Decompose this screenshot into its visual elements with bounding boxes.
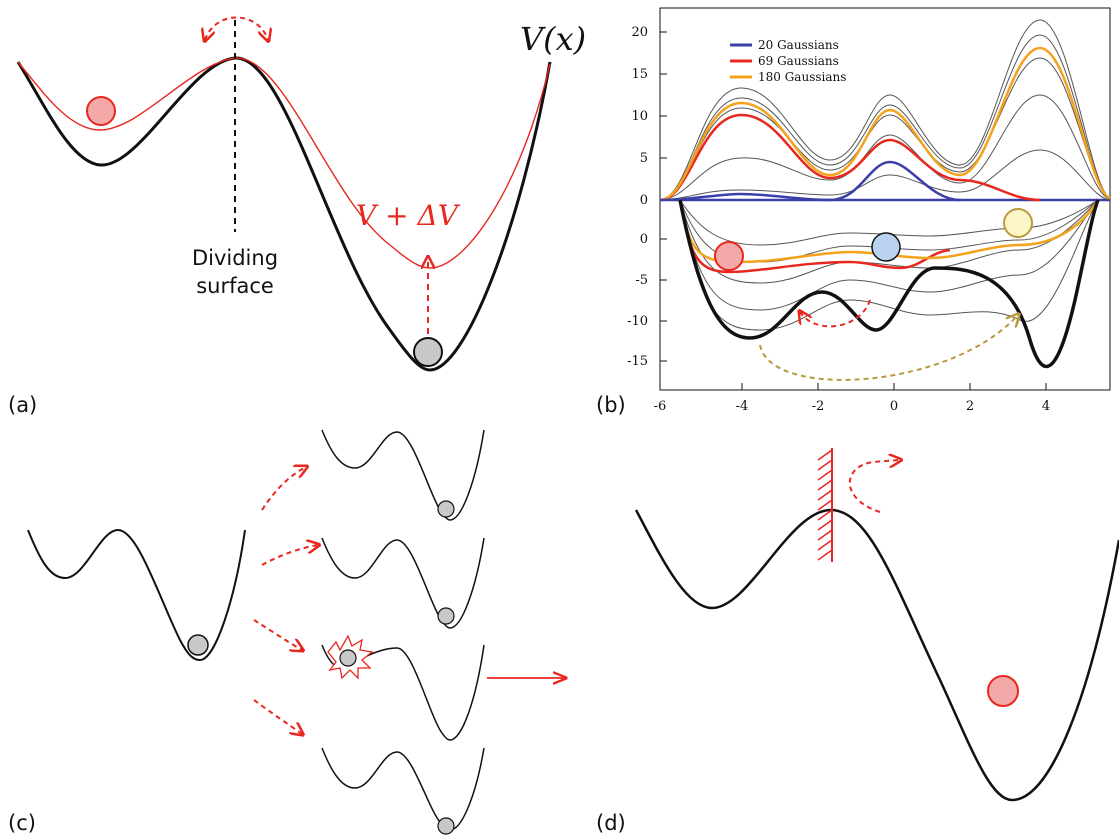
legend-180: 180 Gaussians (758, 70, 846, 84)
red-particle (86, 96, 116, 126)
wall-hatching (817, 449, 833, 561)
svg-text:0: 0 (640, 232, 648, 247)
hop-arrow-red (800, 299, 871, 328)
svg-text:0: 0 (890, 399, 898, 414)
biased-potential-label: V + ΔV (356, 199, 461, 232)
panel-d: (d) (596, 448, 1119, 835)
replica-arrow-2 (261, 545, 318, 566)
legend: 20 Gaussians 69 Gaussians 180 Gaussians (730, 38, 846, 84)
bias-20-upper (659, 160, 961, 202)
svg-text:-6: -6 (654, 399, 667, 414)
panel-a-label: (a) (8, 393, 37, 417)
replica-particle-3 (339, 649, 357, 667)
y-ticks: 20 15 10 5 0 0 -5 -10 -15 (627, 25, 667, 369)
legend-20: 20 Gaussians (758, 38, 839, 52)
biased-69-lower (678, 199, 951, 274)
svg-text:-2: -2 (812, 399, 825, 414)
source-well (27, 528, 246, 662)
svg-text:2: 2 (966, 399, 974, 414)
bias-curves-upper (659, 19, 1111, 201)
biased-curves-lower (679, 199, 1099, 331)
yellow-particle-b (1003, 208, 1033, 238)
dividing-surface-label-line1: Dividing (192, 246, 278, 270)
svg-text:5: 5 (640, 151, 648, 166)
recrossing-arrow (205, 16, 268, 41)
panel-b-label: (b) (596, 393, 626, 417)
panel-d-label: (d) (596, 811, 626, 835)
replica-arrow-4 (253, 699, 302, 734)
original-potential-curve (16, 56, 552, 372)
potential-curve-d (634, 508, 1119, 802)
svg-text:-15: -15 (627, 354, 648, 369)
reflection-arrow (849, 460, 900, 513)
hop-arrow-olive (759, 315, 1018, 381)
biased-potential-curve (17, 57, 551, 269)
panel-c: (c) (8, 429, 566, 835)
replica-well-2 (321, 537, 485, 629)
potential-label: V(x) (520, 20, 586, 58)
panel-c-label: (c) (8, 811, 36, 835)
svg-text:10: 10 (631, 109, 648, 124)
red-particle-d (987, 675, 1019, 707)
replica-particle-1 (437, 500, 455, 518)
replica-arrow-3 (253, 619, 302, 650)
svg-text:-5: -5 (635, 273, 648, 288)
dividing-surface-label-line2: surface (196, 274, 274, 298)
bias-180-upper (659, 46, 1111, 202)
bias-69-upper (659, 113, 1041, 202)
svg-text:20: 20 (631, 25, 648, 40)
source-particle (187, 634, 209, 656)
svg-text:-4: -4 (736, 399, 749, 414)
panel-a: V(x) V + ΔV Dividing surface (a) (8, 16, 586, 417)
replica-particle-2 (437, 607, 455, 625)
svg-text:4: 4 (1042, 399, 1050, 414)
x-ticks: -6 -4 -2 0 2 4 (654, 383, 1050, 414)
replica-well-1 (321, 429, 485, 521)
grey-particle (413, 337, 443, 367)
panel-b: 20 Gaussians 69 Gaussians 180 Gaussians … (596, 7, 1111, 417)
svg-text:0: 0 (640, 193, 648, 208)
legend-69: 69 Gaussians (758, 54, 839, 68)
replica-particle-4 (437, 817, 455, 835)
svg-text:-10: -10 (627, 314, 648, 329)
replica-arrow-1 (261, 467, 306, 511)
svg-text:15: 15 (631, 67, 648, 82)
replica-well-4 (321, 747, 485, 831)
red-particle-b (714, 241, 744, 271)
blue-particle-b (871, 232, 901, 262)
original-potential-b (678, 199, 1100, 369)
